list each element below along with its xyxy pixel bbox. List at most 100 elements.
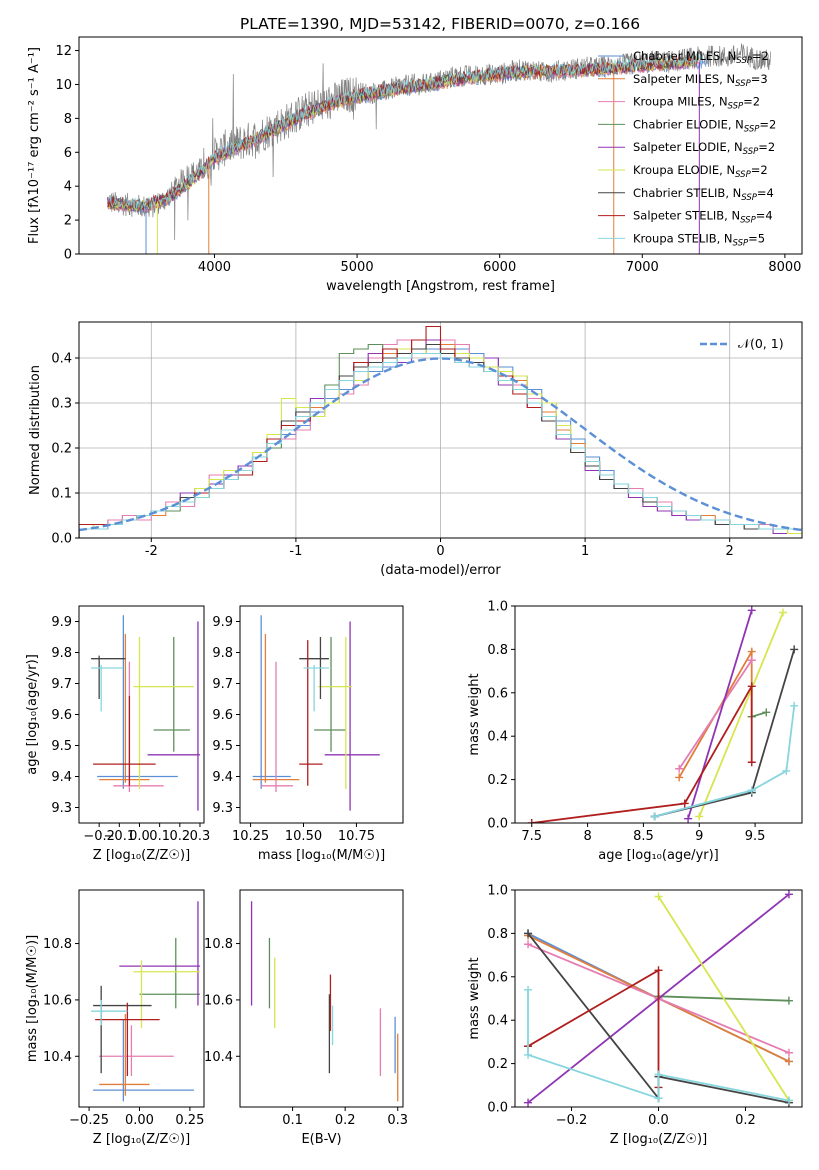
y-tick-label: 0.3 xyxy=(51,397,72,412)
weight-series-3 xyxy=(751,711,767,718)
y-axis-label: mass [log₁₀(M/M☉)] xyxy=(25,935,40,1062)
point-marker xyxy=(675,764,684,773)
y-tick-label: 10.4 xyxy=(43,1050,72,1065)
y-tick-label: 0.8 xyxy=(487,927,508,942)
plot-area xyxy=(527,606,799,823)
y-tick-label: 0.6 xyxy=(487,970,508,985)
weight-series-8 xyxy=(654,705,796,818)
legend-label: Kroupa ELODIE, NSSP=2 xyxy=(633,163,768,180)
figure-title: PLATE=1390, MJD=53142, FIBERID=0070, z=0… xyxy=(240,15,640,33)
point-marker xyxy=(654,966,663,975)
y-tick-label: 10 xyxy=(55,78,72,93)
y-tick-label: 6 xyxy=(64,146,72,161)
point-marker xyxy=(747,606,756,615)
y-tick-label: 0.8 xyxy=(487,643,508,658)
x-tick-label: 5000 xyxy=(341,260,374,275)
y-tick-label: 10.8 xyxy=(43,937,72,952)
x-tick-label: 10.50 xyxy=(285,829,322,844)
y-tick-label: 0.0 xyxy=(487,817,508,832)
y-tick-label: 0.0 xyxy=(487,1101,508,1116)
y-tick-label: 8 xyxy=(64,112,72,127)
point-marker xyxy=(524,985,533,994)
legend-label: Chabrier MILES, NSSP=2 xyxy=(633,49,769,66)
weight-series-2 xyxy=(678,659,753,770)
point-marker xyxy=(779,608,788,617)
x-tick-label: -1 xyxy=(289,544,302,559)
point-marker xyxy=(747,758,756,767)
chart-spectrum: Chabrier MILES, NSSP=2 Salpeter MILES, NS… xyxy=(27,36,803,294)
model-spectrum-8 xyxy=(107,53,703,210)
point-marker xyxy=(784,1048,793,1057)
y-tick-label: 9.8 xyxy=(212,646,233,661)
x-tick-label: 0.1 xyxy=(149,829,170,844)
point-marker xyxy=(684,814,693,823)
plot-area xyxy=(250,901,399,1102)
x-tick-label: 8.5 xyxy=(633,829,654,844)
normal-reference-curve xyxy=(79,357,802,532)
legend-label: Salpeter MILES, NSSP=3 xyxy=(633,72,768,89)
y-tick-label: 0.2 xyxy=(487,1057,508,1072)
legend-label: Chabrier ELODIE, NSSP=2 xyxy=(633,117,776,134)
x-tick-label: 0 xyxy=(436,544,444,559)
y-tick-label: 4 xyxy=(64,180,72,195)
y-axis-label: mass weight xyxy=(467,957,482,1039)
y-tick-label: 10.6 xyxy=(43,993,72,1008)
point-marker xyxy=(782,766,791,775)
chart-weight_vs_age: 7.5 8 8.5 9 9.5 0.0 0.2 0.4 0.6 0.8 1.0 age [log₁₀(… xyxy=(467,600,803,863)
chart-residuals: 𝒩(0, 1) -2 -1 0 1 2 0.0 0.1 0.2 0.3 0.4 (data-model… xyxy=(28,321,803,578)
plot-area xyxy=(91,615,200,811)
axes-frame xyxy=(78,889,205,1108)
x-axis-label: (data-model)/error xyxy=(380,563,501,578)
x-axis-label: E(B-V) xyxy=(301,1132,341,1147)
point-marker xyxy=(654,892,663,901)
x-tick-label: 1 xyxy=(581,544,589,559)
x-tick-label: 0.3 xyxy=(190,829,211,844)
y-tick-label: 0.2 xyxy=(487,773,508,788)
y-tick-label: 10.6 xyxy=(204,993,233,1008)
y-axis-label: age [log₁₀(age/yr)] xyxy=(25,654,40,775)
point-marker xyxy=(650,812,659,821)
x-tick-label: 0.1 xyxy=(282,1113,303,1128)
point-marker xyxy=(747,682,756,691)
point-marker xyxy=(524,1098,533,1107)
y-tick-label: 9.9 xyxy=(212,615,233,630)
y-tick-label: 10.4 xyxy=(204,1050,233,1065)
y-axis-label: mass weight xyxy=(467,673,482,755)
plot-area xyxy=(524,890,793,1107)
chart-age_vs_Z: −0.2−0.10.0 0.1 0.2 0.3 9.3 9.4 9.5 9.6 9.7 9.8 9.… xyxy=(25,605,211,863)
x-tick-label: 10.25 xyxy=(232,829,269,844)
y-tick-label: 0 xyxy=(64,248,72,263)
x-tick-label: 0.0 xyxy=(648,1113,669,1128)
y-tick-label: 9.7 xyxy=(212,677,233,692)
y-axis-label: Normed distribution xyxy=(28,365,43,495)
x-tick-label: 0.2 xyxy=(735,1113,756,1128)
histogram-series-8 xyxy=(79,352,802,538)
y-tick-label: 9.7 xyxy=(51,677,72,692)
chart-mass_vs_EBV: 0.1 0.2 0.3 10.4 10.6 10.8 E(B-V) xyxy=(204,889,408,1147)
point-marker xyxy=(524,940,533,949)
y-tick-label: 0.0 xyxy=(51,532,72,547)
y-tick-label: 9.4 xyxy=(212,770,233,785)
x-tick-label: −0.2 xyxy=(556,1113,588,1128)
y-tick-label: 9.3 xyxy=(212,801,233,816)
x-tick-label: −0.2 xyxy=(83,829,115,844)
x-axis-label: Z [log₁₀(Z/Z☉)] xyxy=(93,848,190,863)
y-tick-label: 9.5 xyxy=(51,739,72,754)
axes-frame xyxy=(514,605,803,824)
point-marker xyxy=(524,929,533,938)
legend-label: Salpeter ELODIE, NSSP=2 xyxy=(633,140,775,157)
y-tick-label: 9.6 xyxy=(212,708,233,723)
legend-label: Chabrier STELIB, NSSP=4 xyxy=(633,186,774,203)
plot-area xyxy=(107,43,771,254)
point-marker xyxy=(747,647,756,656)
point-marker xyxy=(524,1050,533,1059)
y-axis-label: Flux [fλ10⁻¹⁷ erg cm⁻² s⁻¹ A⁻¹] xyxy=(27,47,42,244)
chart-mass_vs_Z: −0.25 0.00 0.25 10.4 10.6 10.8 Z [log₁₀(Z/Z☉)]… xyxy=(25,889,205,1147)
x-tick-label: −0.1 xyxy=(104,829,136,844)
x-tick-label: 9.5 xyxy=(745,829,766,844)
point-marker xyxy=(762,708,771,717)
chart-age_vs_mass: 10.25 10.50 10.75 9.3 9.4 9.5 9.6 9.7 9.8 9.9 mass… xyxy=(212,605,404,863)
y-tick-label: 9.8 xyxy=(51,646,72,661)
x-tick-label: 6000 xyxy=(483,260,516,275)
plot-area xyxy=(79,325,802,538)
